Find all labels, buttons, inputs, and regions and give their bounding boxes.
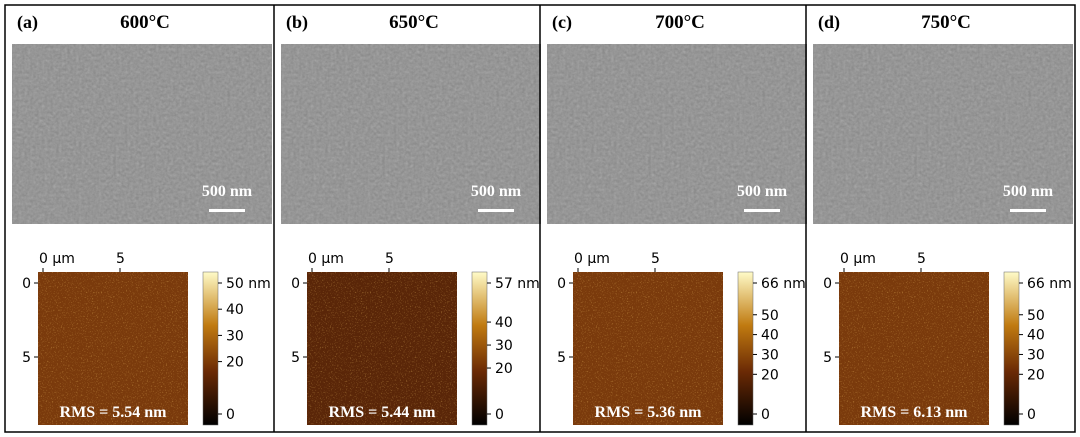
afm-x-tick-label: 5 xyxy=(651,251,660,267)
scale-bar-label: 500 nm xyxy=(202,183,253,200)
colorbar-tick-label: 30 xyxy=(1027,347,1045,363)
panel-temperature: 750°C xyxy=(921,12,971,33)
colorbar-tick-label: 66 nm xyxy=(1027,276,1072,292)
colorbar-tick-label: 0 xyxy=(761,407,770,423)
panel-label: (a) xyxy=(17,12,38,33)
colorbar xyxy=(202,271,219,426)
colorbar-tick-label: 57 nm xyxy=(495,276,540,292)
rms-label: RMS = 6.13 nm xyxy=(861,404,969,421)
rms-label: RMS = 5.54 nm xyxy=(60,404,168,421)
colorbar-tick-label: 0 xyxy=(1027,407,1036,423)
sem-texture xyxy=(281,44,541,224)
colorbar-tick-label: 40 xyxy=(226,302,244,318)
afm-y-tick-label: 0 xyxy=(823,276,832,292)
afm-texture xyxy=(38,272,188,425)
colorbar-tick-label: 40 xyxy=(1027,328,1045,344)
colorbar xyxy=(1003,271,1020,426)
scale-bar-label: 500 nm xyxy=(737,183,788,200)
afm-texture xyxy=(839,272,989,425)
colorbar-tick-label: 40 xyxy=(761,328,779,344)
panel: (b) 650°C 500 nm 0 µm 5 0 5 RMS = 5.44 nm 57 nm 4… xyxy=(273,5,541,432)
afm-y-tick-label: 0 xyxy=(291,276,300,292)
afm-x-tick-label: 5 xyxy=(116,251,125,267)
colorbar xyxy=(471,271,488,426)
afm-x-tick-label: 0 µm xyxy=(39,251,75,267)
sem-texture xyxy=(813,44,1073,224)
colorbar-tick-label: 30 xyxy=(761,347,779,363)
panel-label: (c) xyxy=(552,12,572,33)
afm-y-tick-label: 5 xyxy=(557,350,566,366)
rms-label: RMS = 5.44 nm xyxy=(329,404,437,421)
colorbar-tick-label: 20 xyxy=(226,355,244,371)
afm-texture xyxy=(573,272,723,425)
colorbar xyxy=(737,271,754,426)
afm-x-tick-label: 0 µm xyxy=(308,251,344,267)
rms-label: RMS = 5.36 nm xyxy=(595,404,703,421)
afm-y-tick-label: 5 xyxy=(291,350,300,366)
afm-x-tick-label: 5 xyxy=(385,251,394,267)
scale-bar-label: 500 nm xyxy=(1003,183,1054,200)
panel: (a) 600°C 500 nm 0 µm 5 0 5 RMS = 5.54 nm 50 nm 4… xyxy=(12,12,272,426)
colorbar-tick-label: 0 xyxy=(495,407,504,423)
colorbar-tick-label: 30 xyxy=(495,338,513,354)
afm-y-tick-label: 0 xyxy=(557,276,566,292)
afm-x-tick-label: 5 xyxy=(917,251,926,267)
afm-y-tick-label: 5 xyxy=(22,350,31,366)
colorbar-tick-label: 20 xyxy=(495,361,513,377)
panel-temperature: 600°C xyxy=(120,12,170,33)
colorbar-tick-label: 30 xyxy=(226,328,244,344)
sem-texture xyxy=(547,44,807,224)
scale-bar xyxy=(478,209,514,212)
colorbar-tick-label: 20 xyxy=(1027,367,1045,383)
colorbar-tick-label: 50 nm xyxy=(226,276,271,292)
panel-temperature: 650°C xyxy=(389,12,439,33)
afm-texture xyxy=(307,272,457,425)
colorbar-tick-label: 40 xyxy=(495,315,513,331)
afm-x-tick-label: 0 µm xyxy=(574,251,610,267)
colorbar-tick-label: 0 xyxy=(226,407,235,423)
afm-y-tick-label: 0 xyxy=(22,276,31,292)
colorbar-tick-label: 50 xyxy=(1027,308,1045,324)
panel-label: (b) xyxy=(286,12,308,33)
scale-bar xyxy=(209,209,245,212)
panel-label: (d) xyxy=(818,12,840,33)
scale-bar xyxy=(1010,209,1046,212)
scale-bar xyxy=(744,209,780,212)
panel-temperature: 700°C xyxy=(655,12,705,33)
colorbar-tick-label: 20 xyxy=(761,367,779,383)
colorbar-tick-label: 50 xyxy=(761,308,779,324)
sem-texture xyxy=(12,44,272,224)
afm-x-tick-label: 0 µm xyxy=(840,251,876,267)
scale-bar-label: 500 nm xyxy=(471,183,522,200)
colorbar-tick-label: 66 nm xyxy=(761,276,806,292)
afm-y-tick-label: 5 xyxy=(823,350,832,366)
